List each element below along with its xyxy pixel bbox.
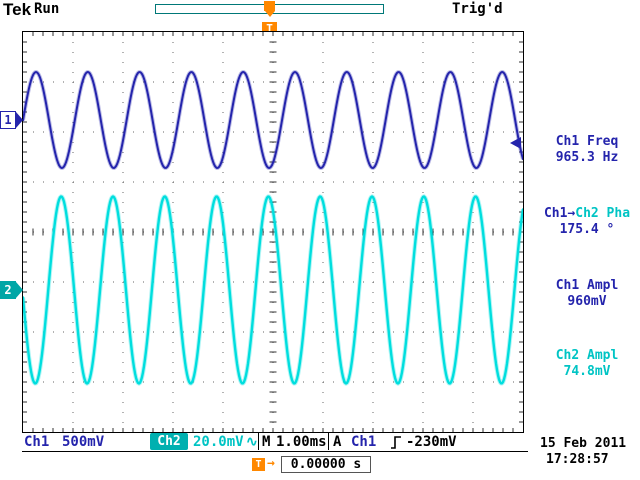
ch2-ground-marker-arrow-icon xyxy=(16,282,23,298)
measurement-value: 965.3 Hz xyxy=(555,150,619,165)
time-display: 17:28:57 xyxy=(546,452,609,467)
trigger-position-arrow-icon xyxy=(265,11,275,17)
measurement-label-src: Ch1→ xyxy=(543,206,576,221)
measurement-phase: Ch1→Ch2 Pha 175.4 ° xyxy=(534,206,640,238)
status-divider xyxy=(328,433,329,450)
timebase-label: M xyxy=(262,434,271,450)
measurement-label: Ch1 Ampl xyxy=(555,278,619,293)
status-underline xyxy=(22,451,528,452)
ch1-ground-marker: 1 xyxy=(0,111,16,129)
status-divider xyxy=(258,433,259,450)
trigger-source: Ch1 xyxy=(351,434,377,450)
trigger-level-arrow-icon xyxy=(510,137,521,149)
graticule xyxy=(22,31,524,433)
acquisition-status: Run xyxy=(34,1,60,17)
ch2-ground-marker: 2 xyxy=(0,281,16,299)
measurement-ch1-ampl: Ch1 Ampl 960mV xyxy=(534,278,640,310)
tek-logo: Tek xyxy=(3,0,32,19)
ch1-scale: 500mV xyxy=(62,434,105,450)
measurement-label-rest: Ch2 Pha xyxy=(575,206,631,221)
ch2-scale: 20.0mV xyxy=(193,434,244,450)
trigger-status: Trig'd xyxy=(452,1,503,17)
trigger-level: -230mV xyxy=(406,434,457,450)
rising-edge-icon xyxy=(390,434,402,454)
horizontal-delay-readout: 0.00000 s xyxy=(281,456,371,473)
trigger-mode-label: A xyxy=(333,434,342,450)
measurement-ch2-ampl: Ch2 Ampl 74.8mV xyxy=(534,348,640,380)
measurement-value: 74.8mV xyxy=(563,364,611,379)
measurement-label: Ch1 Freq xyxy=(555,134,619,149)
date-display: 15 Feb 2011 xyxy=(540,436,627,451)
ac-coupling-icon: ∿ xyxy=(246,434,258,450)
delay-arrow-icon: → xyxy=(267,456,275,471)
delay-t-marker-icon: T xyxy=(252,458,265,471)
measurement-value: 175.4 ° xyxy=(559,222,615,237)
measurement-ch1-freq: Ch1 Freq 965.3 Hz xyxy=(534,134,640,166)
ch2-status-badge: Ch2 xyxy=(150,433,188,450)
ch1-ground-marker-arrow-icon xyxy=(16,112,23,128)
waveform-display xyxy=(23,32,523,432)
timebase-scale: 1.00ms xyxy=(276,434,327,450)
measurement-value: 960mV xyxy=(567,294,607,309)
trigger-position-marker-icon xyxy=(264,1,275,11)
ch1-status-label: Ch1 xyxy=(24,434,50,450)
measurement-label: Ch2 Ampl xyxy=(555,348,619,363)
